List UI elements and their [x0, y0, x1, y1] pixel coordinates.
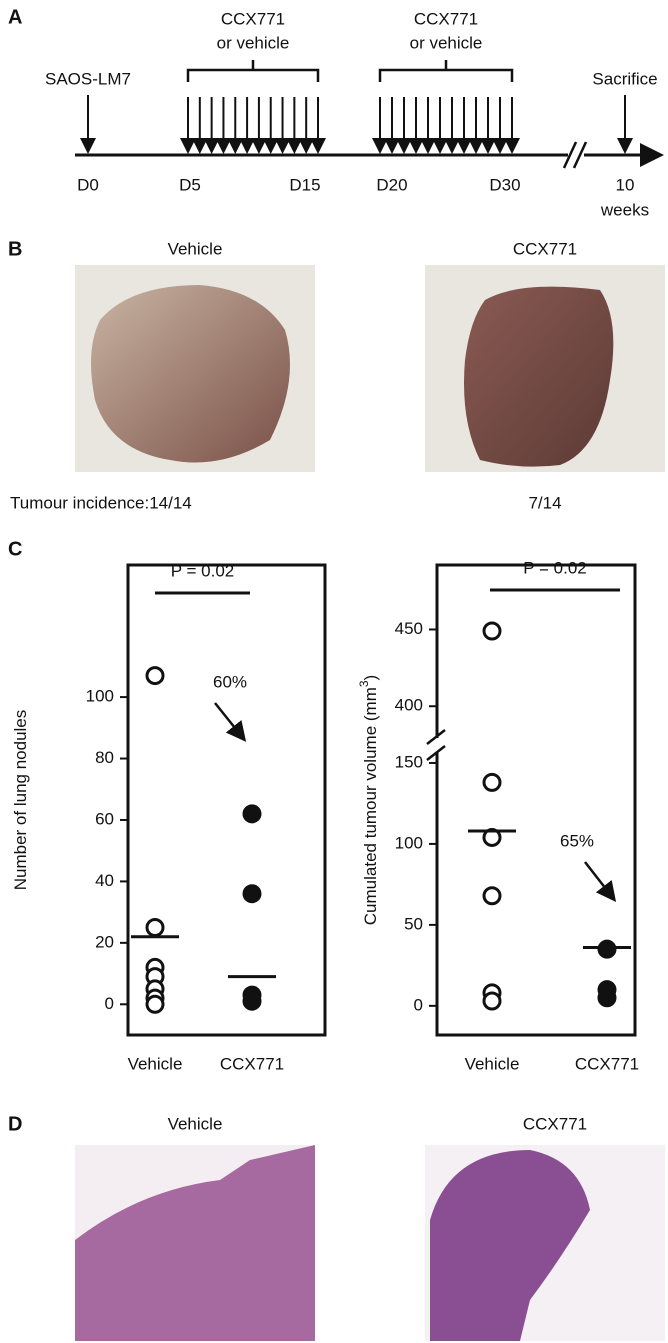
break-mark [572, 141, 588, 169]
day-label: D0 [77, 175, 99, 194]
y-tick-label: 0 [105, 994, 114, 1013]
panel-letter: A [8, 6, 22, 28]
data-point [597, 939, 617, 959]
image-caption: Tumour incidence:14/14 [10, 493, 192, 512]
break-mark [426, 745, 446, 761]
reduction-label: 65% [560, 831, 594, 850]
bracket [378, 60, 514, 82]
y-axis-label: Cumulated tumour volume (mm3) [357, 675, 380, 925]
reduction-arrow [584, 861, 617, 902]
data-point [482, 621, 502, 641]
break-mark [426, 729, 446, 745]
data-point [145, 917, 165, 937]
plot-frame [126, 563, 327, 1037]
y-tick-label: 0 [414, 995, 423, 1014]
treatment-label: or vehicle [217, 33, 290, 52]
y-axis-label-text: Cumulated tumour volume (mm [361, 687, 380, 925]
end-label: Sacrifice [592, 69, 657, 88]
y-tick-label: 40 [95, 871, 114, 890]
reduction-label: 60% [213, 672, 247, 691]
y-tick-label: 80 [95, 748, 114, 767]
image-title: CCX771 [523, 1114, 587, 1133]
panel-letter: B [8, 238, 22, 260]
break-gap [568, 140, 584, 170]
tissue [430, 1150, 590, 1341]
image-title: CCX771 [513, 239, 577, 258]
y-tick-label: 450 [395, 619, 423, 638]
plot-frame [435, 563, 637, 1037]
day-label: D15 [289, 175, 320, 194]
day-label: D20 [376, 175, 407, 194]
break-gap [433, 738, 441, 752]
image-caption: 7/14 [528, 493, 561, 512]
y-axis-label-text: Number of lung nodules [11, 710, 30, 891]
x-tick-label: CCX771 [220, 1054, 284, 1073]
y-axis-label-sup: 3 [357, 680, 371, 687]
reduction-arrow [214, 702, 247, 742]
data-point [242, 884, 262, 904]
data-point [482, 991, 502, 1011]
data-point [242, 991, 262, 1011]
data-point [145, 994, 165, 1014]
break-mark [562, 141, 578, 169]
data-point [482, 827, 502, 847]
x-tick-label: Vehicle [128, 1054, 183, 1073]
day-label: D5 [179, 175, 201, 194]
day-label: 10 [616, 175, 635, 194]
image-title: Vehicle [168, 1114, 223, 1133]
x-tick-label: CCX771 [575, 1054, 639, 1073]
y-tick-label: 60 [95, 809, 114, 828]
data-point [597, 988, 617, 1008]
y-tick-label: 50 [404, 914, 423, 933]
data-point [482, 772, 502, 792]
y-tick-label: 150 [395, 752, 423, 771]
treatment-label: CCX771 [414, 9, 478, 28]
charts: 0 20 40 60 80 100 Number of lung nodules Vehicl… [11, 558, 639, 1073]
y-tick-label: 100 [86, 687, 114, 706]
significance-label: P = 0.02 [171, 561, 235, 580]
treatment-label: or vehicle [410, 33, 483, 52]
lung-photo [464, 286, 614, 467]
image-title: Vehicle [168, 239, 223, 258]
significance-label: P = 0.02 [523, 558, 587, 577]
data-point [145, 666, 165, 686]
data-point [482, 886, 502, 906]
panel-letter: D [8, 1113, 22, 1135]
day-label: weeks [600, 200, 649, 219]
y-tick-label: 100 [395, 833, 423, 852]
y-axis-label-end: ) [361, 675, 380, 681]
day-label: D30 [489, 175, 520, 194]
dose-arrows [180, 97, 520, 154]
y-tick-label: 20 [95, 932, 114, 951]
y-tick-label: 400 [395, 696, 423, 715]
panel-letter: C [8, 538, 22, 560]
treatment-label: CCX771 [221, 9, 285, 28]
tissue [75, 1145, 315, 1341]
bracket [186, 60, 320, 82]
lung-photo [91, 285, 290, 463]
y-axis-label: Number of lung nodules [11, 710, 30, 891]
data-point [242, 804, 262, 824]
x-tick-label: Vehicle [465, 1054, 520, 1073]
start-label: SAOS-LM7 [45, 69, 131, 88]
